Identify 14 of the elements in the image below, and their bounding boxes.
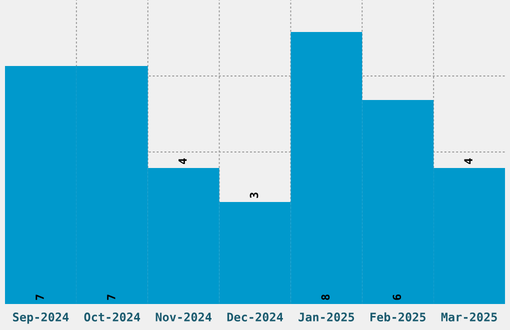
x-tick-label: Mar-2025	[441, 312, 497, 322]
data-label: 3	[250, 192, 258, 198]
x-tick-label: Nov-2024	[156, 312, 212, 322]
data-label: 7	[36, 294, 44, 300]
data-label: 4	[464, 158, 472, 164]
x-tick-label: Dec-2024	[227, 312, 283, 322]
x-tick-label: Sep-2024	[13, 312, 69, 324]
data-label: 4	[178, 158, 187, 164]
x-tick-label: Jan-2025	[298, 312, 354, 322]
x-tick-label: Feb-2025	[370, 312, 426, 322]
x-tick-label: Oct-2024	[84, 312, 140, 322]
data-label: 6	[392, 294, 402, 300]
data-label: 8	[321, 294, 330, 300]
data-label: 7	[107, 294, 116, 300]
